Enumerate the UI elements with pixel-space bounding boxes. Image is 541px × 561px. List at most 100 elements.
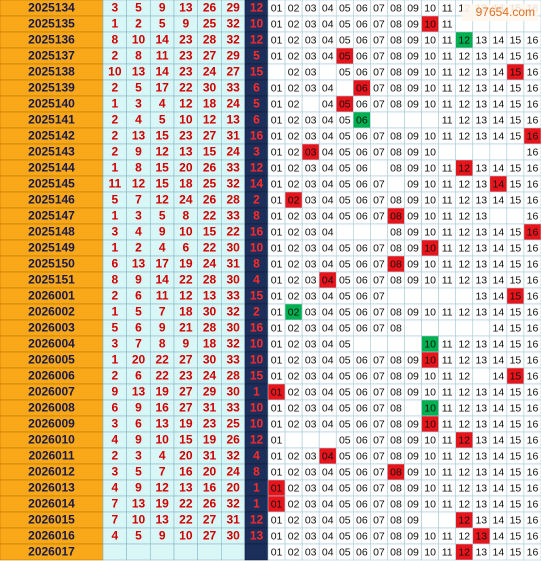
trend-number: 15 <box>510 354 522 366</box>
trend-cell <box>318 63 337 81</box>
trend-number: 07 <box>373 34 385 46</box>
trend-number: 03 <box>305 130 317 142</box>
red-ball: 30 <box>227 273 241 287</box>
trend-number: 04 <box>322 258 334 270</box>
trend-number: 13 <box>475 546 487 558</box>
trend-number: 11 <box>442 450 453 462</box>
red-ball: 11 <box>156 289 169 303</box>
trend-number: 16 <box>527 514 539 526</box>
trend-number: 14 <box>493 242 505 254</box>
trend-cell <box>404 287 422 305</box>
trend-number: 09 <box>407 514 419 526</box>
trend-number: 02 <box>288 498 300 510</box>
trend-number: 13 <box>475 306 487 318</box>
trend-number: 16 <box>527 354 539 366</box>
trend-number: 03 <box>305 338 317 350</box>
blue-ball: 16 <box>250 225 264 239</box>
trend-number: 13 <box>475 450 487 462</box>
trend-number: 02 <box>288 258 300 270</box>
trend-number: 16 <box>527 498 539 510</box>
trend-number: 04 <box>322 274 334 286</box>
red-ball: 18 <box>203 337 217 351</box>
trend-number: 14 <box>493 194 505 206</box>
trend-number: 04 <box>322 450 334 462</box>
trend-cell <box>506 207 525 225</box>
trend-number: 14 <box>493 178 505 190</box>
red-ball: 33 <box>227 289 241 303</box>
blue-ball: 10 <box>250 417 264 431</box>
issue: 2025143 <box>28 145 75 159</box>
trend-number: 01 <box>271 114 283 126</box>
trend-number: 12 <box>458 162 470 174</box>
trend-number: 15 <box>510 434 522 446</box>
issue: 2026017 <box>28 545 75 559</box>
red-ball: 23 <box>179 65 193 79</box>
trend-number: 15 <box>510 34 522 46</box>
red-ball: 8 <box>111 273 118 287</box>
issue: 2026012 <box>28 465 75 479</box>
red-ball: 27 <box>179 385 193 399</box>
trend-number: 01 <box>271 354 283 366</box>
trend-number: 04 <box>322 290 334 302</box>
trend-number: 16 <box>527 418 539 430</box>
trend-number: 02 <box>288 306 300 318</box>
trend-number: 12 <box>458 386 470 398</box>
trend-number: 07 <box>373 98 385 110</box>
red-ball: 16 <box>179 465 193 479</box>
trend-number: 08 <box>390 322 402 334</box>
blue-ball: 5 <box>253 49 260 63</box>
trend-number: 12 <box>458 466 470 478</box>
trend-number: 05 <box>339 98 351 110</box>
red-ball: 5 <box>111 193 118 207</box>
trend-number: 12 <box>458 194 470 206</box>
red-ball: 7 <box>135 337 142 351</box>
trend-number: 07 <box>373 274 385 286</box>
trend-number: 06 <box>356 130 368 142</box>
trend-number: 09 <box>407 66 419 78</box>
blue-ball: 4 <box>253 273 260 287</box>
trend-number: 12 <box>458 242 470 254</box>
red-ball: 31 <box>203 449 217 463</box>
trend-number: 02 <box>288 114 300 126</box>
red-ball: 4 <box>135 113 142 127</box>
trend-number: 03 <box>305 34 317 46</box>
trend-number: 06 <box>356 386 368 398</box>
red-ball: 5 <box>135 81 142 95</box>
trend-number: 10 <box>424 258 436 270</box>
trend-number: 12 <box>458 130 470 142</box>
trend-number: 14 <box>493 258 505 270</box>
trend-cell <box>421 111 439 129</box>
red-ball: 10 <box>132 513 146 527</box>
trend-number: 12 <box>458 274 470 286</box>
red-ball: 6 <box>135 321 142 335</box>
trend-number: 06 <box>356 514 368 526</box>
blue-ball: 14 <box>250 177 264 191</box>
red-ball: 27 <box>179 353 193 367</box>
trend-number: 01 <box>271 242 283 254</box>
trend-number: 13 <box>475 338 487 350</box>
trend-number: 02 <box>288 226 300 238</box>
red-ball: 12 <box>132 177 146 191</box>
red-ball: 22 <box>227 225 241 239</box>
red-ball: 15 <box>203 225 217 239</box>
trend-number: 08 <box>390 130 402 142</box>
trend-number: 16 <box>527 130 539 142</box>
trend-number: 13 <box>475 514 487 526</box>
red-ball: 29 <box>227 49 241 63</box>
red-ball: 12 <box>203 113 217 127</box>
trend-number: 09 <box>407 98 419 110</box>
trend-cell <box>421 511 439 529</box>
trend-cell <box>489 143 508 161</box>
trend-number: 08 <box>390 18 402 30</box>
trend-number: 08 <box>390 194 402 206</box>
trend-number: 02 <box>288 34 300 46</box>
trend-number: 08 <box>390 98 402 110</box>
trend-number: 13 <box>475 418 487 430</box>
trend-number: 11 <box>442 178 453 190</box>
trend-number: 09 <box>407 370 419 382</box>
trend-number: 05 <box>339 178 351 190</box>
red-ball: 32 <box>227 177 241 191</box>
trend-number: 10 <box>424 386 436 398</box>
red-ball: 4 <box>159 449 166 463</box>
